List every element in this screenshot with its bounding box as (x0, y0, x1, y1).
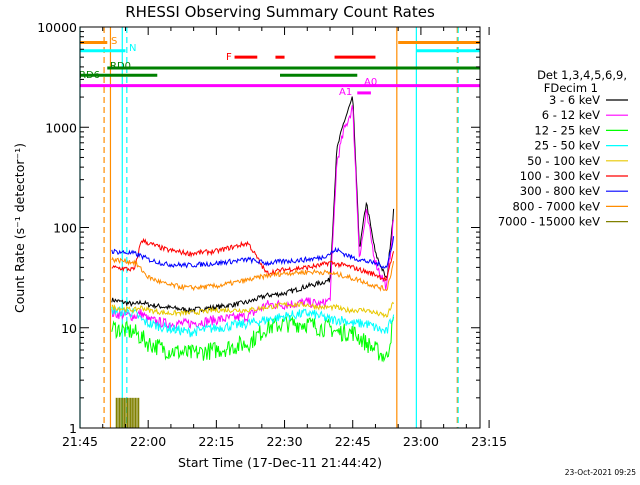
legend-entry-label: 3 - 6 keV (549, 93, 600, 107)
series-line-3 (111, 306, 395, 338)
series-line-5 (111, 237, 395, 282)
x-tick-label: 22:30 (267, 434, 303, 449)
event-bar-label-rd6: RD6 (79, 70, 100, 81)
y-tick-label: 100 (53, 221, 77, 236)
legend-entry-label: 7000 - 15000 keV (498, 215, 600, 229)
legend-entry-label: 800 - 7000 keV (512, 199, 600, 213)
legend-title-line-2: FDecim 1 (544, 81, 598, 95)
series-line-2 (111, 315, 395, 363)
chart-title: RHESSI Observing Summary Count Rates (125, 3, 435, 21)
y-tick-label: 1 (69, 421, 77, 436)
series-line-7 (111, 256, 395, 292)
legend-entry-label: 300 - 800 keV (520, 184, 600, 198)
event-bar-label-a0: A0 (364, 77, 377, 88)
event-bar-label-a1: A1 (339, 87, 352, 98)
event-bar-label-s: S (111, 36, 117, 47)
event-bars: S N F RD0 RD6 A1 A0 (79, 36, 480, 98)
legend-entry-label: 50 - 100 keV (527, 154, 600, 168)
series-line-1 (111, 105, 395, 330)
timestamp: 23-Oct-2021 09:25 (565, 468, 636, 477)
axes: 21:45 22:00 22:15 22:30 22:45 23:00 23:15 1 10 10… (37, 20, 507, 449)
x-tick-label: 22:15 (198, 434, 234, 449)
x-tick-label: 23:15 (471, 434, 507, 449)
series-line-0 (111, 96, 395, 314)
y-tick-label: 10000 (37, 20, 77, 35)
x-tick-label: 21:45 (62, 434, 98, 449)
x-tick-label: 23:00 (403, 434, 439, 449)
y-axis-label: Count Rate (s⁻¹ detector⁻¹) (12, 143, 27, 313)
y-tick-label: 1000 (45, 120, 77, 135)
event-bar-label-rd0: RD0 (110, 61, 131, 72)
x-tick-label: 22:45 (335, 434, 371, 449)
plot-frame (79, 26, 481, 429)
high-energy-blocks (115, 397, 140, 428)
event-bar-label-f: F (226, 52, 232, 63)
x-tick-label: 22:00 (130, 434, 166, 449)
vertical-markers (79, 27, 459, 428)
series-line-6 (111, 236, 395, 269)
series-lines (111, 96, 395, 363)
y-tick-label: 10 (61, 321, 77, 336)
series-line-4 (111, 301, 395, 319)
legend-title-line-1: Det 1,3,4,5,6,9, (537, 68, 627, 82)
x-axis-label: Start Time (17-Dec-11 21:44:42) (178, 455, 382, 470)
legend-entry-label: 100 - 300 keV (520, 169, 600, 183)
legend-entry-label: 12 - 25 keV (534, 123, 600, 137)
legend-entry-label: 25 - 50 keV (534, 139, 600, 153)
legend-entry-label: 6 - 12 keV (542, 108, 600, 122)
event-bar-label-n: N (129, 43, 136, 54)
